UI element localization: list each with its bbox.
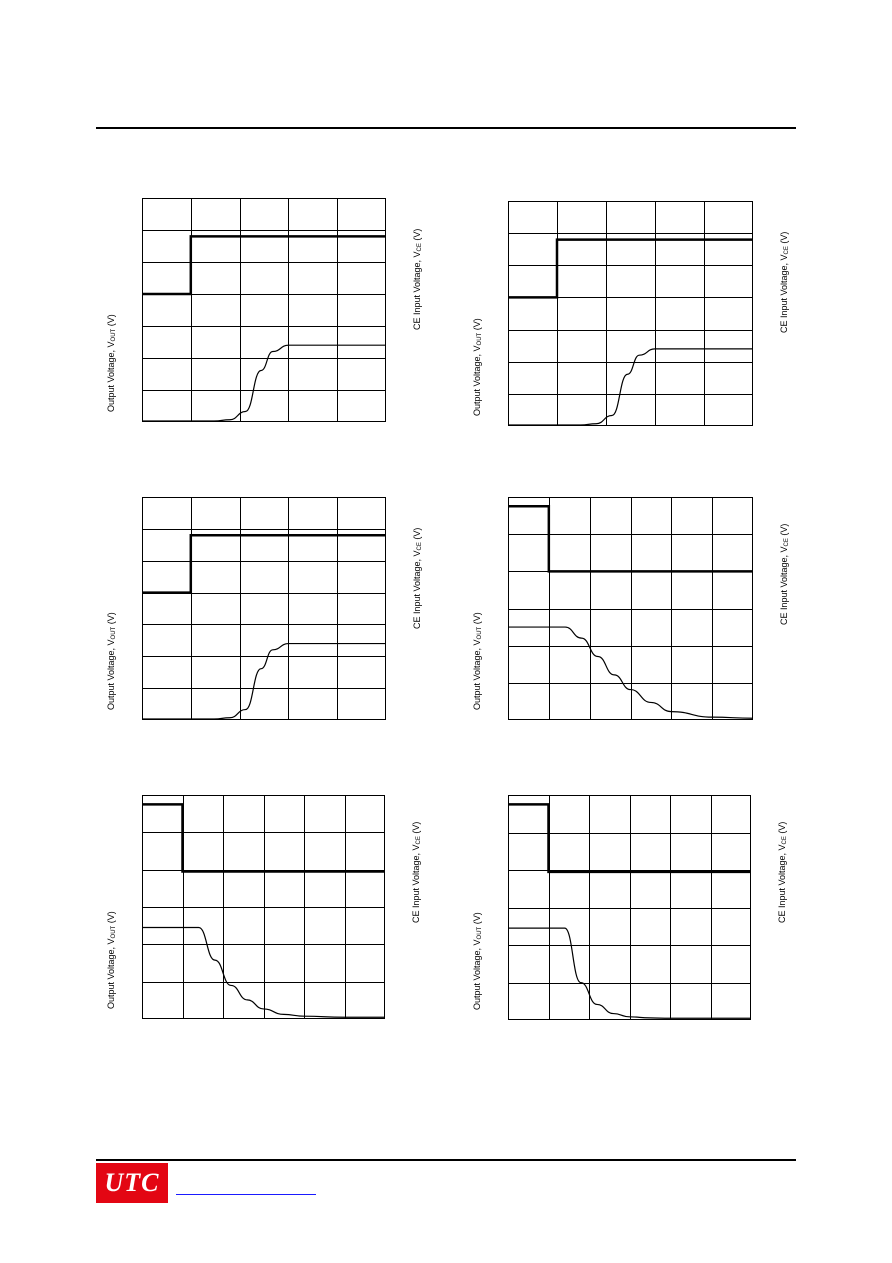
y-axis-label-left: Output Voltage, VOUT (V) [472,612,483,710]
output-voltage-line [508,927,752,1019]
output-voltage-line [508,348,753,426]
y-axis-label-left-unit: (V) [106,314,116,329]
y-axis-label-right-text: CE Input Voltage, V [411,844,421,923]
output-voltage-line [142,642,386,720]
y-axis-label-right-text: CE Input Voltage, V [779,254,789,333]
chart-svg [508,497,754,720]
y-axis-label-right-sub: CE [784,246,790,255]
y-axis-label-right-unit: (V) [779,231,789,247]
footer-rule [96,1159,796,1161]
header-rule [96,127,796,129]
y-axis-label-left-unit: (V) [472,318,482,333]
y-axis-label-left-sub: OUT [111,626,117,640]
website-link-underline[interactable] [176,1194,316,1195]
y-axis-label-right: CE Input Voltage, VCE (V) [779,524,790,625]
logo-text: UTC [104,1168,160,1197]
y-axis-label-left-text: Output Voltage, V [106,341,116,412]
y-axis-label-right-unit: (V) [779,523,789,539]
y-axis-label-right-unit: (V) [777,821,787,837]
chart-svg [508,795,752,1020]
chart-svg [508,201,753,426]
chart-svg [142,198,386,422]
y-axis-label-right: CE Input Voltage, VCE (V) [779,232,790,333]
utc-logo: UTC [96,1163,168,1203]
y-axis-label-left-unit: (V) [472,912,482,927]
ce-input-voltage-line [508,505,753,573]
y-axis-label-left-sub: OUT [111,925,117,939]
y-axis-label-left: Output Voltage, VOUT (V) [106,911,117,1009]
y-axis-label-right-sub: CE [784,538,790,547]
output-voltage-line [142,926,385,1018]
chart-turn-on-1: Output Voltage, VOUT (V) CE Input Voltage… [106,198,423,422]
ce-input-voltage-line [508,238,753,299]
y-axis-label-right-text: CE Input Voltage, V [412,550,422,629]
y-axis-label-left-unit: (V) [106,911,116,926]
y-axis-label-right-text: CE Input Voltage, V [779,546,789,625]
chart-turn-off-1: Output Voltage, VOUT (V) CE Input Voltage… [472,497,790,720]
plot-frame [142,198,386,422]
y-axis-label-left-sub: OUT [111,328,117,342]
y-axis-label-right-unit: (V) [412,527,422,543]
y-axis-label-right: CE Input Voltage, VCE (V) [412,229,423,330]
y-axis-label-right: CE Input Voltage, VCE (V) [411,822,422,923]
y-axis-label-right-sub: CE [417,542,423,551]
y-axis-label-right-unit: (V) [412,228,422,244]
chart-turn-on-3: Output Voltage, VOUT (V) CE Input Voltage… [106,497,423,720]
y-axis-label-left-sub: OUT [477,332,483,346]
y-axis-label-right: CE Input Voltage, VCE (V) [412,528,423,629]
ce-input-voltage-line [142,533,386,594]
y-axis-label-left: Output Voltage, VOUT (V) [472,318,483,416]
ce-input-voltage-line [142,803,385,873]
y-axis-label-right: CE Input Voltage, VCE (V) [777,822,788,923]
plot-frame [142,497,386,720]
y-axis-label-left-text: Output Voltage, V [472,639,482,710]
chart-turn-on-2: Output Voltage, VOUT (V) CE Input Voltage… [472,201,790,426]
y-axis-label-left-unit: (V) [472,612,482,627]
chart-svg [142,795,385,1019]
y-axis-label-left: Output Voltage, VOUT (V) [472,912,483,1010]
y-axis-label-right-text: CE Input Voltage, V [777,844,787,923]
y-axis-label-left-text: Output Voltage, V [472,939,482,1010]
chart-svg [142,497,386,720]
output-voltage-line [508,626,754,719]
plot-frame [508,795,751,1020]
y-axis-label-left-text: Output Voltage, V [472,345,482,416]
y-axis-label-right-text: CE Input Voltage, V [412,251,422,330]
plot-frame [508,201,753,426]
ce-input-voltage-line [142,235,386,296]
y-axis-label-left-text: Output Voltage, V [106,938,116,1009]
y-axis-label-left: Output Voltage, VOUT (V) [106,612,117,710]
plot-frame [508,497,753,720]
y-axis-label-right-sub: CE [782,836,788,845]
output-voltage-line [142,344,386,422]
y-axis-label-left-sub: OUT [477,626,483,640]
ce-input-voltage-line [508,803,751,874]
y-axis-label-left-sub: OUT [477,926,483,940]
y-axis-label-left: Output Voltage, VOUT (V) [106,314,117,412]
y-axis-label-right-sub: CE [417,243,423,252]
y-axis-label-left-unit: (V) [106,612,116,627]
y-axis-label-left-text: Output Voltage, V [106,639,116,710]
chart-turn-off-3: Output Voltage, VOUT (V) CE Input Voltage… [472,795,788,1020]
y-axis-label-right-unit: (V) [411,821,421,837]
y-axis-label-right-sub: CE [416,836,422,845]
chart-turn-off-2: Output Voltage, VOUT (V) CE Input Voltage… [106,795,422,1019]
